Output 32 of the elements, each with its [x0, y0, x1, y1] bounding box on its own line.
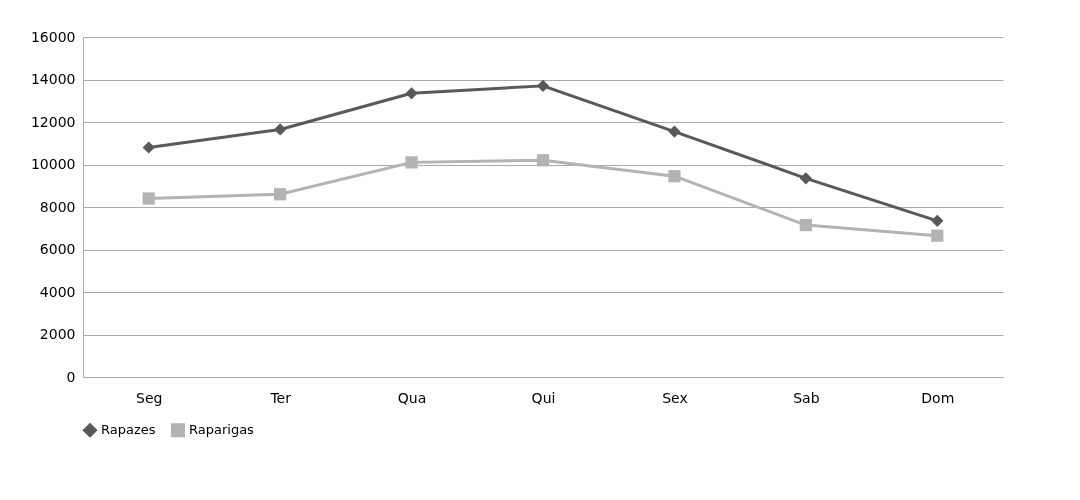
- y-tick-label: 2000: [39, 326, 76, 342]
- y-tick-label: 0: [66, 368, 76, 385]
- point: [405, 87, 418, 100]
- point: [142, 192, 155, 205]
- point: [799, 218, 812, 232]
- y-tick-label: 8000: [39, 198, 76, 215]
- y-tick-label: 6000: [39, 241, 76, 257]
- y-tick-label: 14000: [30, 71, 76, 87]
- point: [274, 123, 287, 136]
- y-tick-label: 4000: [39, 283, 76, 300]
- point: [931, 214, 944, 227]
- point: [405, 156, 418, 169]
- x-tick-label: Seg: [136, 389, 163, 406]
- legend-label: Raparigas: [189, 422, 255, 438]
- point: [668, 170, 681, 183]
- x-tick-label: Qua: [397, 389, 427, 406]
- y-tick-label: 12000: [30, 113, 76, 130]
- point: [536, 79, 550, 92]
- x-tick-label: Ter: [269, 389, 292, 406]
- x-tick-label: Dom: [921, 389, 955, 406]
- x-tick-label: Sab: [793, 389, 820, 406]
- x-tick-label: Sex: [662, 389, 688, 406]
- y-tick-label: 16000: [30, 28, 76, 45]
- point: [931, 229, 944, 242]
- point: [668, 125, 681, 138]
- y-tick-label: 10000: [30, 156, 76, 172]
- legend-label: Rapazes: [101, 422, 156, 438]
- x-tick-label: Qui: [531, 389, 556, 406]
- point: [799, 172, 812, 185]
- point: [536, 154, 550, 167]
- point: [274, 188, 287, 201]
- point: [142, 141, 155, 154]
